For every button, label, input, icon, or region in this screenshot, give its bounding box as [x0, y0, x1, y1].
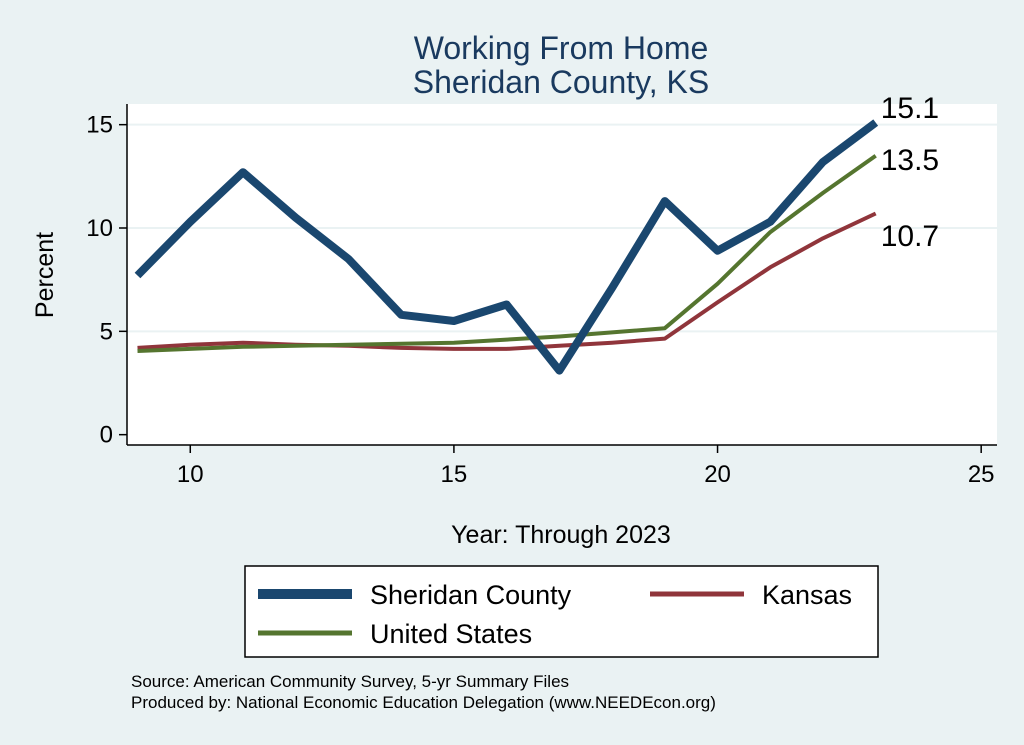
series-line-united-states: [137, 154, 877, 353]
x-axis-label: Year: Through 2023: [451, 521, 671, 549]
x-tick-label: 15: [441, 461, 468, 488]
y-axis-label: Percent: [31, 232, 59, 318]
series-lines: [134, 119, 879, 375]
y-tick-label: 5: [100, 318, 113, 345]
chart-title: Working From Home: [414, 30, 709, 66]
legend-box: [244, 565, 879, 658]
end-label-kansas: 10.7: [881, 220, 939, 253]
series-line-sheridan-county: [134, 119, 879, 375]
end-labels: 15.1 10.7 13.5: [881, 92, 939, 253]
y-tick-label: 10: [86, 215, 113, 242]
x-tick-label: 10: [177, 461, 204, 488]
legend: Sheridan County Kansas United States: [244, 565, 879, 658]
chart-subtitle: Sheridan County, KS: [413, 64, 709, 100]
y-tick-label: 0: [100, 422, 113, 449]
legend-label: Kansas: [762, 580, 852, 610]
series-line-kansas: [137, 211, 877, 351]
axes: 0 5 10 15 10 15 20 25: [86, 104, 997, 488]
y-tick-label: 15: [86, 112, 113, 139]
x-tick-label: 25: [968, 461, 995, 488]
source-note: Source: American Community Survey, 5-yr …: [131, 672, 570, 691]
end-label-united-states: 13.5: [881, 144, 939, 177]
x-tick-label: 20: [704, 461, 731, 488]
legend-label: Sheridan County: [370, 580, 572, 610]
produced-by-note: Produced by: National Economic Education…: [131, 693, 716, 712]
gridlines: [127, 123, 997, 333]
plot-area: [127, 104, 997, 445]
legend-label: United States: [370, 619, 532, 649]
end-label-sheridan-county: 15.1: [881, 92, 939, 125]
